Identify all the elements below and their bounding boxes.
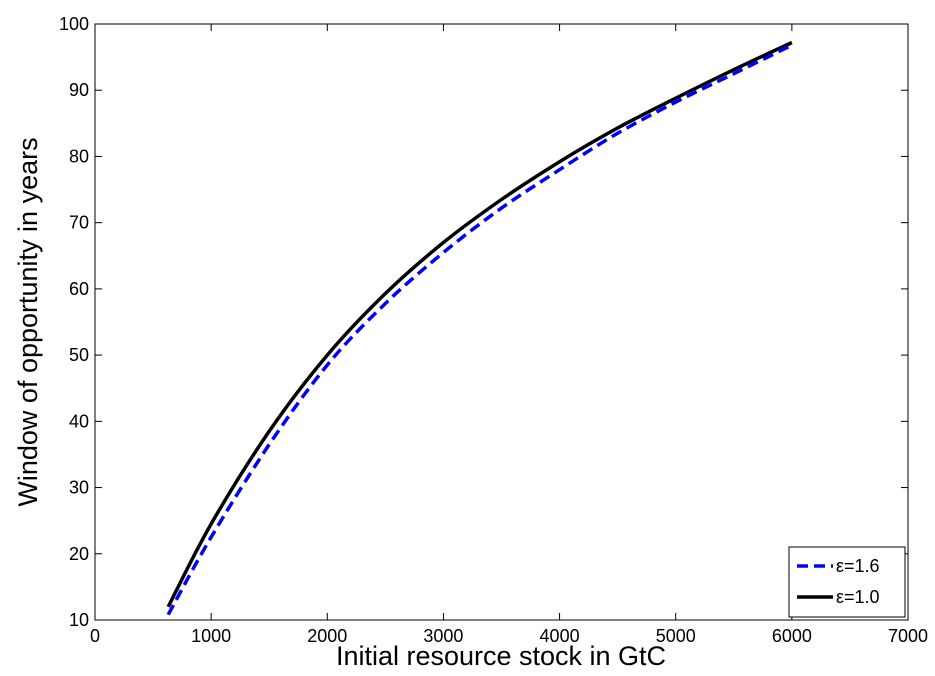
x-tick-label: 6000	[772, 626, 812, 646]
plot-area	[94, 23, 909, 621]
y-tick-label: 10	[69, 610, 89, 630]
y-axis-label: Window of opportunity in years	[13, 137, 43, 506]
x-tick-label: 7000	[888, 626, 928, 646]
x-axis: 0 1000 2000 3000 4000 5000 6000 7000	[90, 24, 928, 646]
y-tick-label: 30	[69, 478, 89, 498]
legend-label-1: ε=1.0	[836, 587, 880, 607]
x-tick-label: 5000	[656, 626, 696, 646]
y-tick-label: 60	[69, 279, 89, 299]
series-layer	[166, 40, 793, 616]
y-tick-label: 40	[69, 411, 89, 431]
y-tick-label: 90	[69, 80, 89, 100]
series-line-1	[166, 40, 793, 608]
x-tick-label: 3000	[423, 626, 463, 646]
x-tick-label: 4000	[540, 626, 580, 646]
y-tick-label: 20	[69, 544, 89, 564]
legend: ε=1.6 ε=1.0	[788, 546, 906, 618]
series-line-0	[166, 43, 793, 616]
legend-box	[788, 546, 906, 618]
y-tick-label: 50	[69, 345, 89, 365]
y-tick-label: 80	[69, 146, 89, 166]
y-tick-label: 70	[69, 213, 89, 233]
x-axis-label: Initial resource stock in GtC	[336, 641, 666, 671]
legend-label-0: ε=1.6	[836, 556, 880, 576]
x-tick-label: 0	[90, 626, 100, 646]
x-tick-label: 2000	[307, 626, 347, 646]
y-axis: 10 20 30 40 50 60 70 80 90 100	[59, 14, 908, 630]
x-tick-label: 1000	[191, 626, 231, 646]
y-tick-label: 100	[59, 14, 89, 34]
